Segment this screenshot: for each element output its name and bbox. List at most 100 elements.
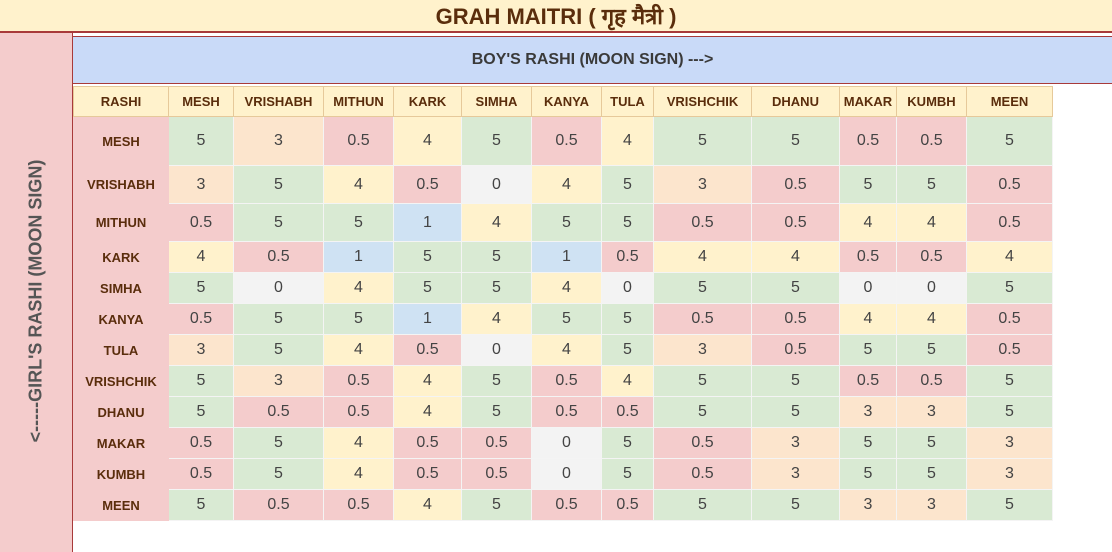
score-cell: 5 — [653, 116, 752, 166]
row-header-tula: TULA — [73, 334, 169, 366]
score-cell: 1 — [393, 203, 462, 242]
score-cell: 5 — [461, 396, 532, 428]
score-cell: 5 — [168, 365, 234, 397]
score-cell: 1 — [531, 241, 602, 273]
score-cell: 4 — [751, 241, 840, 273]
score-cell: 5 — [168, 489, 234, 521]
table-row: KARK 4 0.5 1 5 5 1 0.5 4 4 0.5 0.5 4 — [73, 241, 1053, 273]
score-cell: 5 — [751, 396, 840, 428]
score-cell: 0.5 — [751, 303, 840, 335]
score-cell: 4 — [966, 241, 1053, 273]
row-header-dhanu: DHANU — [73, 396, 169, 428]
score-cell: 0.5 — [393, 427, 462, 459]
column-header-kanya: KANYA — [531, 86, 602, 117]
score-cell: 5 — [168, 396, 234, 428]
table-row: TULA 3 5 4 0.5 0 4 5 3 0.5 5 5 0.5 — [73, 334, 1053, 366]
score-cell: 5 — [393, 272, 462, 304]
column-header-simha: SIMHA — [461, 86, 532, 117]
table-row: KUMBH 0.5 5 4 0.5 0.5 0 5 0.5 3 5 5 3 — [73, 458, 1053, 490]
score-cell: 0.5 — [601, 241, 654, 273]
score-cell: 5 — [601, 165, 654, 204]
score-cell: 3 — [839, 396, 897, 428]
score-cell: 5 — [839, 165, 897, 204]
score-cell: 4 — [531, 334, 602, 366]
score-cell: 5 — [839, 427, 897, 459]
score-cell: 5 — [966, 116, 1053, 166]
score-cell: 5 — [601, 303, 654, 335]
table-row: VRISHCHIK 5 3 0.5 4 5 0.5 4 5 5 0.5 0.5 5 — [73, 365, 1053, 397]
score-cell: 5 — [966, 272, 1053, 304]
score-cell: 0.5 — [966, 303, 1053, 335]
score-cell: 0.5 — [168, 303, 234, 335]
table-row: DHANU 5 0.5 0.5 4 5 0.5 0.5 5 5 3 3 5 — [73, 396, 1053, 428]
column-header-meen: MEEN — [966, 86, 1053, 117]
table-row: MAKAR 0.5 5 4 0.5 0.5 0 5 0.5 3 5 5 3 — [73, 427, 1053, 459]
score-cell: 4 — [601, 116, 654, 166]
score-cell: 0 — [531, 427, 602, 459]
column-header-kumbh: KUMBH — [896, 86, 967, 117]
score-cell: 1 — [323, 241, 394, 273]
score-cell: 5 — [653, 272, 752, 304]
score-cell: 5 — [653, 396, 752, 428]
score-cell: 3 — [751, 458, 840, 490]
score-cell: 0.5 — [751, 334, 840, 366]
score-cell: 0.5 — [839, 365, 897, 397]
score-cell: 0.5 — [751, 203, 840, 242]
score-cell: 4 — [393, 365, 462, 397]
score-cell: 5 — [601, 334, 654, 366]
score-cell: 0.5 — [531, 365, 602, 397]
score-cell: 5 — [233, 303, 324, 335]
score-cell: 0 — [233, 272, 324, 304]
score-cell: 0 — [531, 458, 602, 490]
score-cell: 3 — [653, 165, 752, 204]
score-cell: 5 — [966, 365, 1053, 397]
score-cell: 0.5 — [896, 241, 967, 273]
score-cell: 4 — [393, 116, 462, 166]
score-cell: 4 — [531, 272, 602, 304]
score-cell: 4 — [896, 203, 967, 242]
corner-label: RASHI — [73, 86, 169, 117]
score-cell: 5 — [233, 458, 324, 490]
score-cell: 0.5 — [653, 203, 752, 242]
score-cell: 4 — [839, 303, 897, 335]
score-cell: 5 — [531, 303, 602, 335]
score-cell: 4 — [323, 334, 394, 366]
score-cell: 0.5 — [896, 365, 967, 397]
score-cell: 5 — [233, 203, 324, 242]
score-cell: 3 — [966, 427, 1053, 459]
column-header-mithun: MITHUN — [323, 86, 394, 117]
score-cell: 0 — [601, 272, 654, 304]
score-cell: 3 — [233, 365, 324, 397]
score-cell: 0 — [461, 165, 532, 204]
score-cell: 4 — [896, 303, 967, 335]
score-cell: 5 — [461, 116, 532, 166]
score-cell: 4 — [839, 203, 897, 242]
score-cell: 0.5 — [168, 427, 234, 459]
score-cell: 0.5 — [233, 396, 324, 428]
score-cell: 0.5 — [751, 165, 840, 204]
column-header-row: RASHI MESH VRISHABH MITHUN KARK SIMHA KANYA TU… — [73, 86, 1053, 117]
score-cell: 4 — [168, 241, 234, 273]
score-cell: 0.5 — [323, 489, 394, 521]
row-header-mesh: MESH — [73, 116, 169, 166]
score-cell: 5 — [601, 203, 654, 242]
score-cell: 3 — [896, 489, 967, 521]
score-cell: 4 — [461, 303, 532, 335]
score-cell: 5 — [751, 365, 840, 397]
score-cell: 3 — [168, 165, 234, 204]
score-cell: 0 — [839, 272, 897, 304]
boy-rashi-axis-label: BOY'S RASHI (MOON SIGN) ---> — [73, 36, 1112, 84]
score-cell: 0.5 — [531, 489, 602, 521]
row-header-vrishabh: VRISHABH — [73, 165, 169, 204]
score-cell: 5 — [461, 272, 532, 304]
score-cell: 0.5 — [966, 165, 1053, 204]
score-cell: 0.5 — [393, 458, 462, 490]
score-cell: 3 — [751, 427, 840, 459]
row-header-makar: MAKAR — [73, 427, 169, 459]
score-cell: 0.5 — [531, 116, 602, 166]
score-cell: 0.5 — [653, 458, 752, 490]
score-cell: 5 — [233, 165, 324, 204]
page-title: GRAH MAITRI ( गृह मैत्री ) — [0, 0, 1112, 33]
score-cell: 5 — [896, 458, 967, 490]
score-cell: 0.5 — [839, 241, 897, 273]
